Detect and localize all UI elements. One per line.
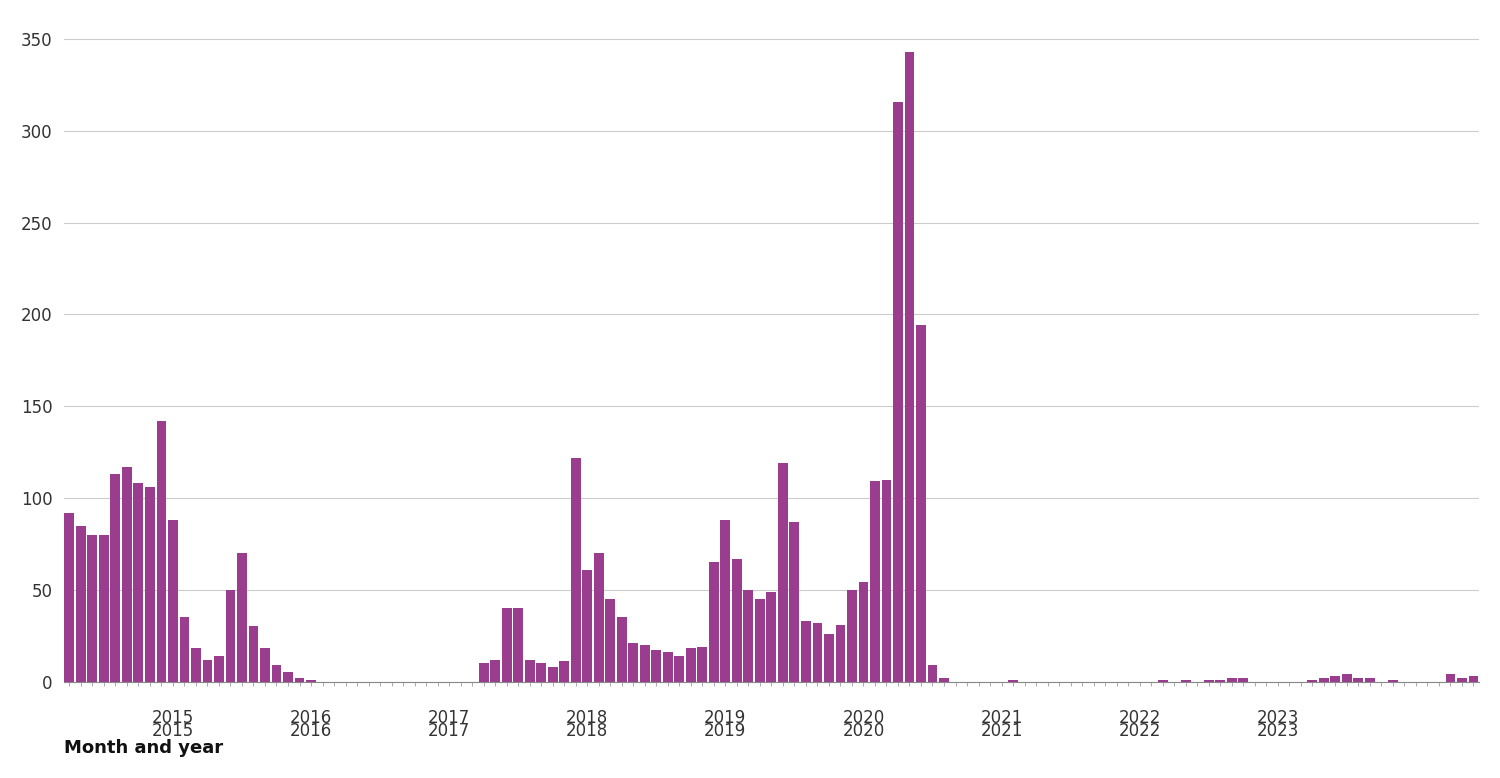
Bar	[1388, 680, 1398, 682]
Bar	[190, 649, 201, 682]
Bar	[294, 678, 304, 682]
Bar	[513, 608, 523, 682]
Bar	[904, 52, 915, 682]
Text: 2020: 2020	[843, 710, 885, 727]
Text: 2022: 2022	[1119, 722, 1161, 740]
Bar	[1204, 680, 1214, 682]
Bar	[1215, 680, 1225, 682]
Bar	[1239, 678, 1248, 682]
Bar	[560, 661, 568, 682]
Text: 2015: 2015	[152, 722, 194, 740]
Bar	[76, 525, 86, 682]
Bar	[225, 590, 236, 682]
Bar	[180, 617, 189, 682]
Bar	[582, 569, 592, 682]
Bar	[686, 649, 696, 682]
Bar	[1308, 680, 1317, 682]
Bar	[1456, 678, 1467, 682]
Bar	[146, 487, 154, 682]
Bar	[628, 643, 638, 682]
Bar	[675, 656, 684, 682]
Text: 2023: 2023	[1257, 722, 1299, 740]
Bar	[766, 591, 777, 682]
Bar	[698, 647, 706, 682]
Bar	[503, 608, 512, 682]
Bar	[710, 562, 718, 682]
Bar	[651, 650, 662, 682]
Bar	[732, 559, 741, 682]
Bar	[882, 480, 891, 682]
Bar	[525, 660, 534, 682]
Bar	[1008, 680, 1019, 682]
Bar	[168, 520, 178, 682]
Bar	[111, 474, 120, 682]
Bar	[1158, 680, 1167, 682]
Bar	[478, 663, 489, 682]
Bar	[237, 553, 248, 682]
Bar	[64, 513, 74, 682]
Bar	[202, 660, 213, 682]
Text: 2021: 2021	[981, 710, 1023, 727]
Bar	[572, 457, 580, 682]
Bar	[306, 680, 316, 682]
Text: 2020: 2020	[843, 722, 885, 740]
Bar	[789, 522, 800, 682]
Text: 2017: 2017	[427, 710, 470, 727]
Bar	[813, 623, 822, 682]
Bar	[616, 617, 627, 682]
Bar	[537, 663, 546, 682]
Text: 2022: 2022	[1119, 710, 1161, 727]
Bar	[1468, 676, 1479, 682]
Bar	[892, 102, 903, 682]
Bar	[939, 678, 950, 682]
Bar	[778, 463, 788, 682]
X-axis label: Month and year: Month and year	[63, 739, 222, 757]
Bar	[1342, 675, 1352, 682]
Text: 2019: 2019	[704, 710, 747, 727]
Bar	[548, 667, 558, 682]
Bar	[99, 534, 108, 682]
Bar	[284, 672, 292, 682]
Bar	[272, 665, 282, 682]
Bar	[1180, 680, 1191, 682]
Bar	[720, 520, 730, 682]
Bar	[1365, 678, 1374, 682]
Text: 2023: 2023	[1257, 710, 1299, 727]
Bar	[1353, 678, 1364, 682]
Text: 2018: 2018	[566, 710, 609, 727]
Bar	[1446, 675, 1455, 682]
Bar	[663, 652, 672, 682]
Bar	[824, 634, 834, 682]
Bar	[858, 583, 868, 682]
Text: 2017: 2017	[427, 722, 470, 740]
Bar	[801, 621, 812, 682]
Bar	[249, 626, 258, 682]
Bar	[836, 625, 846, 682]
Bar	[847, 590, 856, 682]
Bar	[122, 467, 132, 682]
Bar	[594, 553, 603, 682]
Bar	[744, 590, 753, 682]
Bar	[916, 325, 926, 682]
Bar	[134, 483, 144, 682]
Text: 2016: 2016	[290, 710, 332, 727]
Text: 2019: 2019	[704, 722, 747, 740]
Bar	[1318, 678, 1329, 682]
Text: 2018: 2018	[566, 722, 609, 740]
Bar	[870, 482, 880, 682]
Bar	[260, 649, 270, 682]
Bar	[1330, 676, 1340, 682]
Text: 2015: 2015	[152, 710, 194, 727]
Bar	[927, 665, 938, 682]
Bar	[754, 599, 765, 682]
Bar	[156, 421, 166, 682]
Text: 2021: 2021	[981, 722, 1023, 740]
Bar	[1227, 678, 1236, 682]
Bar	[606, 599, 615, 682]
Text: 2016: 2016	[290, 722, 332, 740]
Bar	[490, 660, 500, 682]
Bar	[87, 534, 98, 682]
Bar	[214, 656, 223, 682]
Bar	[640, 645, 650, 682]
